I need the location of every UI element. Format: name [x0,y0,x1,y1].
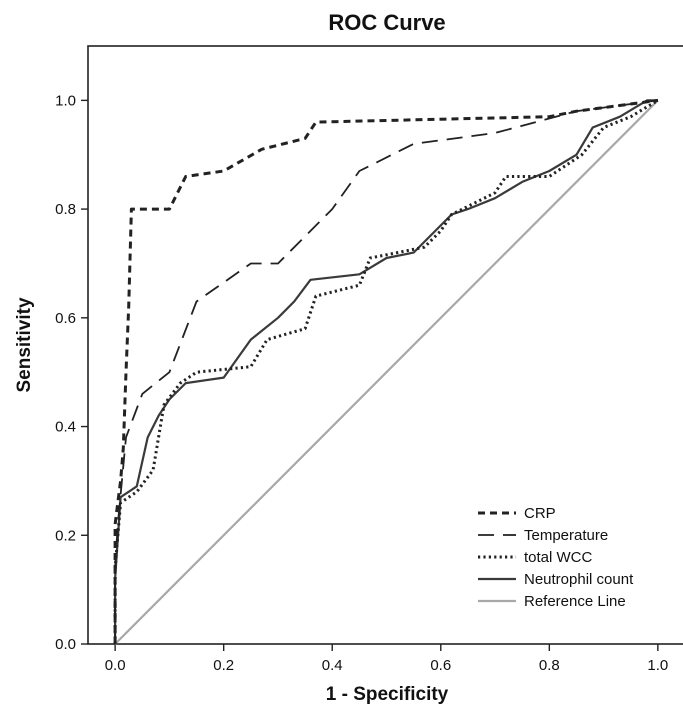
y-tick-label: 1.0 [55,92,76,109]
x-axis-label: 1 - Specificity [326,684,449,705]
y-tick-label: 0.8 [55,201,76,218]
series-layer [113,98,659,645]
y-tick-label: 0.4 [55,419,76,436]
x-tick-label: 0.6 [430,657,451,674]
y-tick-label: 0.6 [55,310,76,327]
y-axis-label: Sensitivity [14,297,35,392]
series-line-crp [113,98,659,644]
plot-frame [87,45,683,645]
series-line-reference-line [114,99,659,645]
x-tick-label: 0.2 [213,657,234,674]
legend-label: CRP [524,505,556,522]
legend-label: Neutrophil count [524,571,634,588]
series-line-temperature [114,99,659,644]
x-tick-label: 1.0 [647,657,668,674]
x-tick-label: 0.8 [539,657,560,674]
x-tick-label: 0.4 [322,657,343,674]
y-tick-label: 0.0 [55,636,76,653]
chart-title: ROC Curve [328,10,445,35]
y-axis: 0.0 0.2 0.4 0.6 0.8 1.0 [55,92,88,653]
x-tick-label: 0.0 [105,657,126,674]
y-tick-label: 0.2 [55,527,76,544]
legend-label: total WCC [524,549,593,566]
legend-label: Reference Line [524,593,626,610]
x-axis: 0.0 0.2 0.4 0.6 0.8 1.0 [105,644,668,674]
legend: CRP Temperature total WCC Neutrophil count R… [478,505,634,610]
legend-label: Temperature [524,527,608,544]
series-line-neutrophil-count [114,99,658,644]
